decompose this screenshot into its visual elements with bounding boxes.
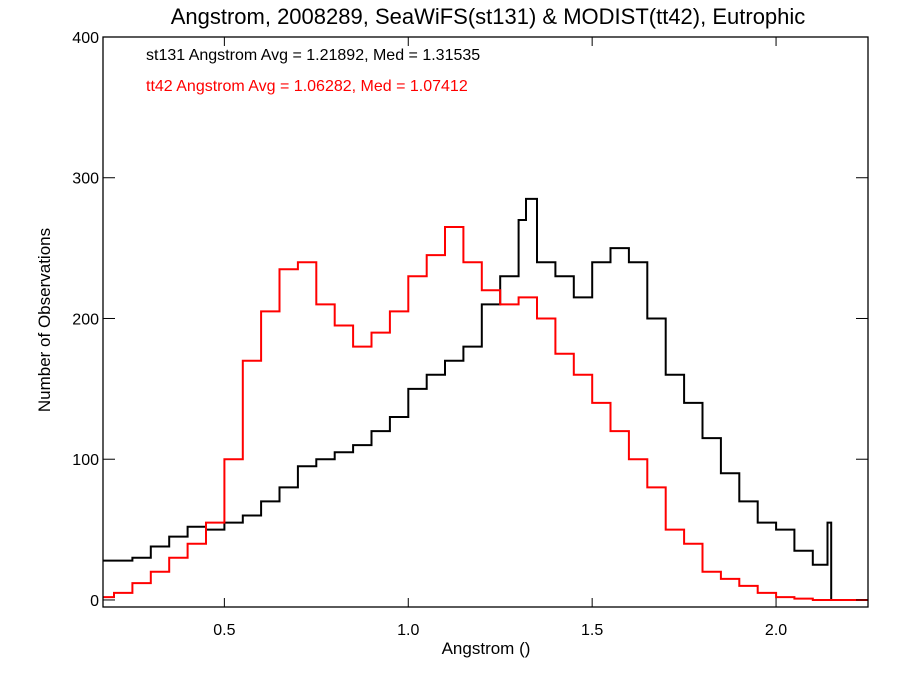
y-tick-label: 400 xyxy=(72,30,99,47)
chart-title: Angstrom, 2008289, SeaWiFS(st131) & MODI… xyxy=(171,4,806,29)
y-axis-label: Number of Observations xyxy=(35,228,54,412)
tick-layer: 0.5 1.0 1.5 2.0 0 100 200 300 400 xyxy=(72,30,868,639)
y-tick-label: 200 xyxy=(72,311,99,328)
st131-histogram-line xyxy=(103,197,835,601)
x-tick-label: 1.0 xyxy=(397,622,419,639)
tt42-histogram-line xyxy=(103,226,868,601)
y-tick-label: 100 xyxy=(72,452,99,469)
tt42-stat-annotation: tt42 Angstrom Avg = 1.06282, Med = 1.074… xyxy=(146,78,468,95)
y-tick-label: 0 xyxy=(90,593,99,610)
st131-stat-annotation: st131 Angstrom Avg = 1.21892, Med = 1.31… xyxy=(146,47,480,64)
y-tick-label: 300 xyxy=(72,171,99,188)
plot-frame xyxy=(102,36,869,608)
x-axis-label: Angstrom () xyxy=(442,639,531,658)
series-layer xyxy=(103,197,868,601)
x-tick-label: 1.5 xyxy=(581,622,603,639)
x-tick-label: 2.0 xyxy=(765,622,787,639)
x-tick-label: 0.5 xyxy=(213,622,235,639)
